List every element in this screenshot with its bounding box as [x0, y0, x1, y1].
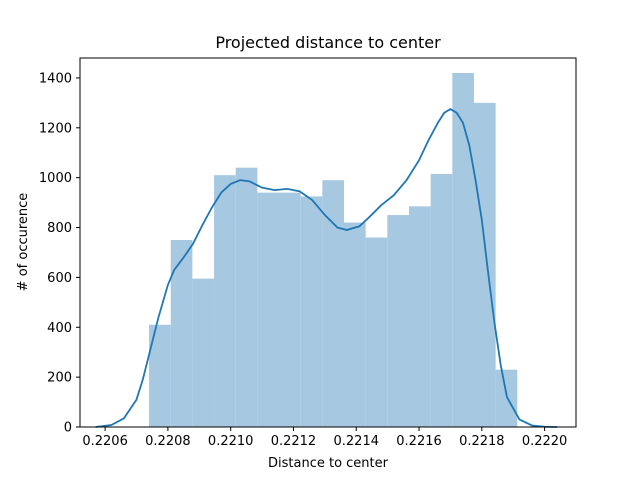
histogram-bar: [170, 240, 193, 427]
histogram-bars: [149, 72, 518, 427]
histogram-bar: [322, 180, 345, 427]
x-tick-label: 0.2210: [208, 434, 254, 449]
plot-frame: [79, 57, 577, 428]
y-tick-label: 800: [47, 221, 72, 236]
x-axis-ticks: 0.2206 0.2208 0.2210 0.2212 0.2214 0.2216 0.22…: [82, 427, 567, 449]
histogram-bar: [149, 324, 171, 427]
y-axis-ticks: 0 200 400 600 800 1000 1200 1400: [39, 71, 80, 436]
histogram-bar: [279, 192, 301, 427]
histogram-bar: [387, 215, 409, 427]
x-tick-label: 0.2206: [82, 434, 128, 449]
histogram-bar: [214, 175, 236, 427]
chart-title: Projected distance to center: [215, 33, 441, 52]
histogram-bar: [365, 237, 388, 427]
histogram-bar: [300, 196, 323, 427]
y-tick-label: 200: [47, 371, 72, 386]
x-tick-label: 0.2212: [271, 434, 317, 449]
y-tick-label: 1400: [39, 71, 72, 86]
histogram-bar: [408, 206, 431, 427]
histogram-bar: [473, 102, 496, 427]
y-tick-label: 600: [47, 271, 72, 286]
x-tick-label: 0.2220: [522, 434, 568, 449]
histogram-bar: [192, 278, 215, 427]
histogram-bar: [430, 173, 453, 427]
y-tick-label: 1000: [39, 171, 72, 186]
x-axis-label: Distance to center: [268, 456, 389, 471]
histogram-bar: [344, 222, 366, 427]
histogram-bar: [452, 72, 474, 427]
y-tick-label: 400: [47, 321, 72, 336]
y-tick-label: 1200: [39, 121, 72, 136]
histogram-bar: [495, 369, 518, 427]
y-axis-label: # of occurence: [16, 193, 31, 292]
kde-curve: [95, 108, 558, 428]
x-tick-label: 0.2214: [334, 434, 380, 449]
y-tick-label: 0: [64, 421, 72, 436]
histogram-bar: [235, 167, 258, 427]
x-tick-label: 0.2216: [396, 434, 442, 449]
histogram-bar: [257, 192, 280, 427]
x-tick-label: 0.2208: [145, 434, 191, 449]
x-tick-label: 0.2218: [459, 434, 505, 449]
